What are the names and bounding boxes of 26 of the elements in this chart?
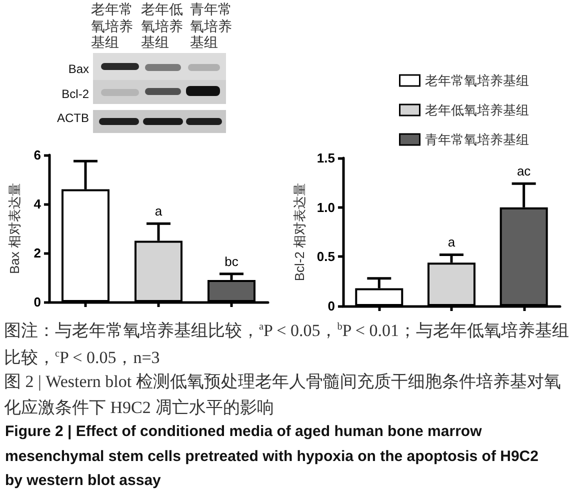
y-tick-label: 1.0 — [316, 200, 335, 215]
text: 老年低氧培养基组 — [141, 3, 184, 52]
y-tick-label: 0 — [34, 294, 41, 310]
legend-label: 老年常氧培养基组 — [424, 73, 529, 88]
y-tick-label: 0 — [328, 298, 335, 314]
y-tick-label: 4 — [34, 196, 42, 212]
text: 青年常氧培养基组 — [190, 3, 233, 52]
caption: Figure 2 | Effect of conditioned media of aged human bone marrow mesenchymal stem cells pretreated with hypoxia on the apoptosis of H9C2 by western blot assay — [5, 422, 540, 491]
text: 老年常氧培养基组 — [91, 3, 134, 52]
legend-label: 老年低氧培养基组 — [424, 102, 529, 118]
y-tick-label: 1.5 — [316, 150, 335, 166]
y-tick-label: 2 — [34, 246, 41, 260]
legend-label: 青年常氧培养基组 — [424, 132, 529, 147]
text: Bcl-2 — [60, 86, 89, 102]
text: Bax — [67, 61, 89, 77]
y-tick-label: 6 — [34, 148, 41, 162]
data-label: ac — [516, 164, 532, 179]
y-axis-title: Bax 相对表达量 — [7, 182, 22, 274]
data-label: bc — [224, 254, 239, 269]
data-label: a — [154, 204, 163, 219]
y-tick-label: 0.5 — [316, 249, 335, 264]
y-axis-title: Bcl-2 相对表达量 — [292, 182, 307, 282]
caption: 图 2 | Western blot 检测低氧预处理老年人骨髓间充质干细胞条件培养基对氧化应激条件下 H9C2 凋亡水平的影响 — [4, 371, 562, 419]
text: 图注：与老年常氧培养基组比较，$^{a}$P < 0.05，$^{b}$P < 0.01；与老年低氧培养基组比较，$^{c}$P < 0.05，n=3 — [4, 320, 569, 366]
data-label: a — [448, 234, 456, 250]
text: ACTB — [56, 110, 89, 126]
